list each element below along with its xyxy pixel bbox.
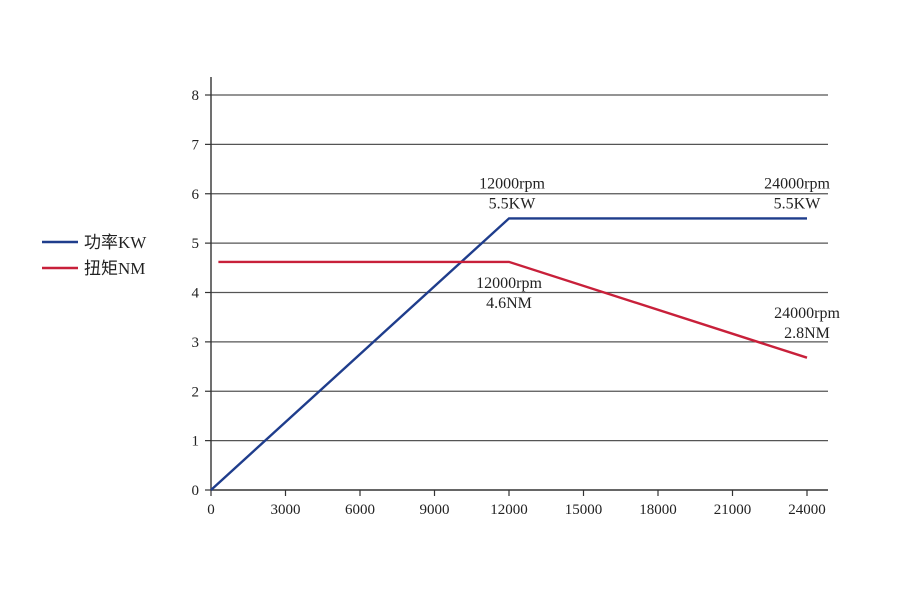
annotation-value-0: 5.5KW — [489, 195, 537, 212]
legend: 功率KW 扭矩NM — [42, 233, 147, 278]
series-line-1 — [218, 260, 808, 359]
y-tick-label-1: 1 — [192, 434, 200, 450]
series-lines — [210, 217, 808, 491]
annotation-value-1: 5.5KW — [774, 195, 822, 212]
y-tick-label-5: 5 — [192, 236, 200, 252]
x-tick-label-3000: 3000 — [271, 502, 301, 518]
annotation-value-3: 2.8NM — [784, 325, 830, 342]
y-tick-label-3: 3 — [192, 335, 200, 351]
annotations: 12000rpm 5.5KW 24000rpm 5.5KW 12000rpm 4.6NM 2… — [476, 175, 840, 341]
y-tick-label-6: 6 — [192, 187, 200, 203]
annotation-rpm-3: 24000rpm — [774, 305, 840, 322]
x-tick-label-21000: 21000 — [714, 502, 752, 518]
y-tick-label-4: 4 — [192, 286, 200, 302]
legend-label-1: 扭矩NM — [84, 259, 145, 278]
annotation-rpm-1: 24000rpm — [764, 175, 830, 192]
axes: 0 1 2 3 4 5 6 7 8 0 3000 6000 9000 12000 15000 18000 210… — [192, 77, 828, 518]
y-tick-label-7: 7 — [192, 137, 200, 153]
x-tick-label-0: 0 — [207, 502, 215, 518]
x-tick-label-12000: 12000 — [490, 502, 528, 518]
annotation-rpm-0: 12000rpm — [479, 175, 545, 192]
legend-label-0: 功率KW — [84, 233, 147, 252]
y-tick-label-8: 8 — [192, 88, 200, 104]
annotation-rpm-2: 12000rpm — [476, 275, 542, 292]
x-tick-label-9000: 9000 — [420, 502, 450, 518]
series-line-0 — [210, 217, 807, 491]
grid-lines — [211, 94, 828, 442]
x-tick-label-6000: 6000 — [345, 502, 375, 518]
annotation-value-2: 4.6NM — [486, 295, 532, 312]
x-tick-label-18000: 18000 — [639, 502, 677, 518]
y-tick-label-2: 2 — [192, 384, 200, 400]
x-tick-label-15000: 15000 — [565, 502, 603, 518]
y-tick-label-0: 0 — [192, 483, 200, 499]
x-tick-label-24000: 24000 — [788, 502, 826, 518]
